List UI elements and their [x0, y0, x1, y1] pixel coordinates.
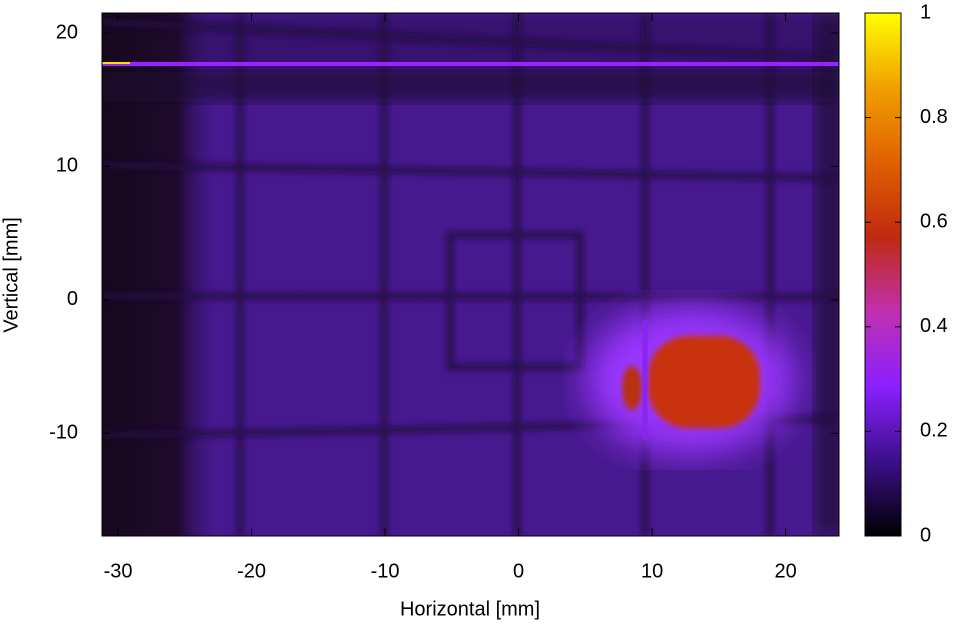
- colorbar-tick-label: 0.6: [920, 210, 948, 232]
- colorbar-tick-label: 0.2: [920, 420, 948, 442]
- x-tick-label: 20: [774, 560, 796, 582]
- x-axis-label: Horizontal [mm]: [400, 598, 540, 620]
- colorbar: [864, 12, 902, 537]
- colorbar-tick-label: 0: [920, 524, 931, 546]
- x-tick-label: -20: [237, 560, 266, 582]
- plot-frame: [101, 12, 840, 537]
- colorbar-tick-label: 0.4: [920, 315, 948, 337]
- heatmap-image: [102, 13, 839, 536]
- x-tick-label: -30: [104, 560, 133, 582]
- y-tick-label: 10: [56, 155, 78, 177]
- y-axis-label: Vertical [mm]: [0, 217, 22, 333]
- x-tick-label: -10: [371, 560, 400, 582]
- y-tick-label: 20: [56, 21, 78, 43]
- colorbar-tick-label: 0.8: [920, 106, 948, 128]
- y-tick-label: -10: [49, 422, 78, 444]
- x-tick-label: 0: [513, 560, 524, 582]
- y-tick-label: 0: [67, 288, 78, 310]
- x-tick-label: 10: [641, 560, 663, 582]
- colorbar-tick-label: 1: [920, 1, 931, 23]
